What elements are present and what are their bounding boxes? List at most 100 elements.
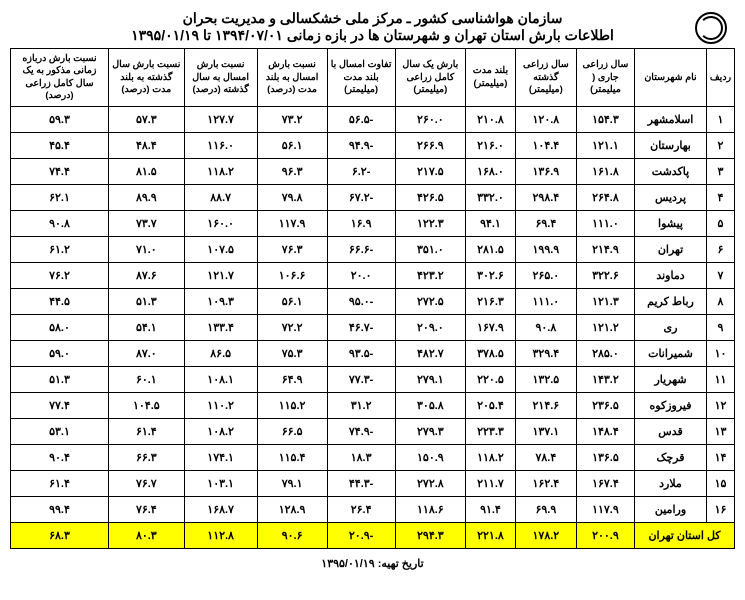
- data-cell: ۸۷.۶: [109, 263, 185, 289]
- data-cell: ۷۷.۴: [11, 393, 109, 419]
- col-header-9: نسبت بارش سال گذشته به بلند مدت (درصد): [109, 49, 185, 107]
- data-cell: ۶۶.۵: [257, 419, 327, 445]
- data-cell: ۱۵: [707, 471, 735, 497]
- data-cell: ۱۰۴.۴: [515, 133, 576, 159]
- data-cell: ۵۶.۱: [257, 133, 327, 159]
- data-cell: ۵۹.۳: [11, 107, 109, 133]
- table-row: ۴پردیس۲۶۴.۸۲۹۸.۴۳۳۲.۰۴۲۶.۵-۶۷.۲۷۹.۸۸۸.۷۸…: [11, 185, 735, 211]
- table-row: ۱۴قرچک۱۳۶.۵۷۸.۴۱۱۸.۲۱۵۰.۹۱۸.۳۱۱۵.۴۱۷۴.۱۶…: [11, 445, 735, 471]
- data-cell: ۲۱۰.۸: [466, 107, 516, 133]
- data-cell: ۱۰۸.۱: [184, 367, 257, 393]
- data-cell: ۱۱۵.۴: [257, 445, 327, 471]
- data-cell: ۱۴۸.۴: [576, 419, 634, 445]
- data-cell: ۱۲۷.۷: [184, 107, 257, 133]
- data-cell: ۸۸.۷: [184, 185, 257, 211]
- data-cell: ۱: [707, 107, 735, 133]
- data-cell: ۱۲۱.۲: [576, 315, 634, 341]
- data-cell: ۵۴.۱: [109, 315, 185, 341]
- data-cell: ۲۶۴.۸: [576, 185, 634, 211]
- data-cell: -۴۴.۳: [327, 471, 395, 497]
- table-row: ۷دماوند۳۲۲.۶۲۶۵.۰۳۰۲.۶۴۲۳.۲۲۰.۰۱۰۶.۶۱۲۱.…: [11, 263, 735, 289]
- data-cell: ۵: [707, 211, 735, 237]
- county-name-cell: قدس: [635, 419, 707, 445]
- data-cell: ۱۱۱.۰: [515, 289, 576, 315]
- data-cell: ۴۸.۴: [109, 133, 185, 159]
- data-cell: ۱۳۲.۵: [515, 367, 576, 393]
- data-cell: ۳۱.۲: [327, 393, 395, 419]
- data-cell: ۳: [707, 159, 735, 185]
- data-cell: ۹۴.۱: [466, 211, 516, 237]
- data-cell: ۷۴.۴: [11, 159, 109, 185]
- table-row: ۱۳قدس۱۴۸.۴۱۳۷.۱۲۲۳.۳۲۷۹.۳-۷۴.۹۶۶.۵۱۰۸.۲۶…: [11, 419, 735, 445]
- data-cell: ۲۶.۴: [327, 497, 395, 523]
- data-cell: -۹۵.۰: [327, 289, 395, 315]
- county-name-cell: قرچک: [635, 445, 707, 471]
- data-cell: ۱۱۱.۰: [576, 211, 634, 237]
- data-cell: -۴۶.۷: [327, 315, 395, 341]
- data-cell: -۶۷.۲: [327, 185, 395, 211]
- county-name-cell: تهران: [635, 237, 707, 263]
- data-cell: ۱۰۷.۵: [184, 237, 257, 263]
- table-row: ۱۱شهریار۱۴۳.۲۱۳۲.۵۲۲۰.۵۲۷۹.۱-۷۷.۳۶۴.۹۱۰۸…: [11, 367, 735, 393]
- data-cell: ۲۶۰.۰: [395, 107, 465, 133]
- data-cell: ۶: [707, 237, 735, 263]
- data-cell: ۲۱۴.۶: [515, 393, 576, 419]
- data-cell: ۲۷۹.۳: [395, 419, 465, 445]
- county-name-cell: ورامین: [635, 497, 707, 523]
- data-cell: ۱۶.۹: [327, 211, 395, 237]
- rainfall-table: ردیفنام شهرستانسال زراعی جاری ( میلیمتر)…: [10, 48, 735, 549]
- data-cell: ۱۲۲.۳: [395, 211, 465, 237]
- data-cell: ۷۹.۱: [257, 471, 327, 497]
- county-name-cell: شهریار: [635, 367, 707, 393]
- data-cell: ۱۶۱.۸: [576, 159, 634, 185]
- data-cell: ۳۲۹.۴: [515, 341, 576, 367]
- data-cell: ۲۲۰.۵: [466, 367, 516, 393]
- data-cell: ۵۱.۳: [11, 367, 109, 393]
- data-cell: ۱۶۷.۴: [576, 471, 634, 497]
- data-cell: ۲: [707, 133, 735, 159]
- col-header-6: تفاوت امسال با بلند مدت (میلیمتر): [327, 49, 395, 107]
- title-line-2: اطلاعات بارش استان تهران و شهرستان ها در…: [10, 27, 735, 44]
- data-cell: ۱۲: [707, 393, 735, 419]
- data-cell: ۴۲۶.۵: [395, 185, 465, 211]
- data-cell: ۲۳۶.۵: [576, 393, 634, 419]
- data-cell: ۱۰۹.۳: [184, 289, 257, 315]
- data-cell: ۲۷۹.۱: [395, 367, 465, 393]
- table-row: ۳پاکدشت۱۶۱.۸۱۳۶.۹۱۶۸.۰۲۱۷.۵-۶.۲۹۶.۳۱۱۸.۲…: [11, 159, 735, 185]
- data-cell: ۲۱۱.۷: [466, 471, 516, 497]
- col-header-4: بلند مدت (میلیمتر): [466, 49, 516, 107]
- data-cell: ۱۱۸.۲: [466, 445, 516, 471]
- col-header-7: نسبت بارش امسال به بلند مدت (درصد): [257, 49, 327, 107]
- data-cell: ۲۰.۰: [327, 263, 395, 289]
- data-cell: ۷۹.۸: [257, 185, 327, 211]
- data-cell: ۱۲۱.۱: [576, 133, 634, 159]
- data-cell: ۱۱۵.۲: [257, 393, 327, 419]
- data-cell: ۴۵.۴: [11, 133, 109, 159]
- county-name-cell: فیروزکوه: [635, 393, 707, 419]
- data-cell: ۳۵۱.۰: [395, 237, 465, 263]
- data-cell: ۱۳۷.۱: [515, 419, 576, 445]
- data-cell: ۹: [707, 315, 735, 341]
- data-cell: ۳۰۲.۶: [466, 263, 516, 289]
- totals-cell: ۸۰.۳: [109, 523, 185, 549]
- data-cell: ۱۴۳.۲: [576, 367, 634, 393]
- data-cell: ۸۱.۵: [109, 159, 185, 185]
- data-cell: ۴۴.۵: [11, 289, 109, 315]
- data-cell: ۲۱۴.۹: [576, 237, 634, 263]
- data-cell: ۱۱۸.۲: [184, 159, 257, 185]
- data-cell: -۶۶.۶: [327, 237, 395, 263]
- totals-row: کل استان تهران۲۰۰.۹۱۷۸.۲۲۲۱.۸۲۹۴.۳-۲۰.۹۹…: [11, 523, 735, 549]
- data-cell: ۲۱۶.۳: [466, 289, 516, 315]
- data-cell: ۸۹.۹: [109, 185, 185, 211]
- col-header-8: نسبت بارش امسال به سال گذشته (درصد): [184, 49, 257, 107]
- data-cell: ۱۱۷.۹: [257, 211, 327, 237]
- col-header-3: سال زراعی گذشته (میلیمتر): [515, 49, 576, 107]
- table-row: ۶تهران۲۱۴.۹۱۹۹.۹۲۸۱.۵۳۵۱.۰-۶۶.۶۷۶.۳۱۰۷.۵…: [11, 237, 735, 263]
- data-cell: ۱۲۱.۳: [576, 289, 634, 315]
- data-cell: ۸: [707, 289, 735, 315]
- data-cell: ۳۲۲.۶: [576, 263, 634, 289]
- totals-cell: ۲۹۴.۳: [395, 523, 465, 549]
- county-name-cell: پاکدشت: [635, 159, 707, 185]
- data-cell: ۱۶۲.۴: [515, 471, 576, 497]
- county-name-cell: ری: [635, 315, 707, 341]
